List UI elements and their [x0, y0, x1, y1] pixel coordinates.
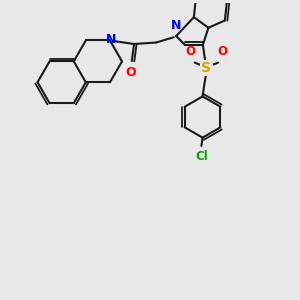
Text: O: O [126, 66, 136, 80]
Text: O: O [185, 45, 196, 58]
Text: Cl: Cl [195, 150, 208, 163]
Text: S: S [201, 61, 212, 75]
Text: O: O [217, 45, 227, 58]
Text: N: N [170, 19, 181, 32]
Text: N: N [106, 33, 116, 46]
